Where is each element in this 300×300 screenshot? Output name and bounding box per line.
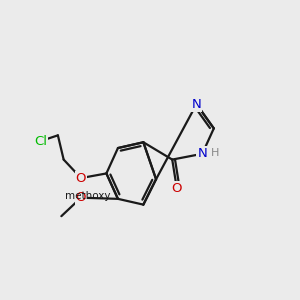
Text: O: O [172, 182, 182, 195]
Text: N: N [197, 147, 207, 160]
Text: Cl: Cl [34, 135, 47, 148]
Text: methoxy: methoxy [65, 191, 110, 201]
Text: O: O [76, 172, 86, 184]
Text: N: N [192, 98, 201, 111]
Text: O: O [76, 191, 86, 204]
Text: H: H [211, 148, 219, 158]
